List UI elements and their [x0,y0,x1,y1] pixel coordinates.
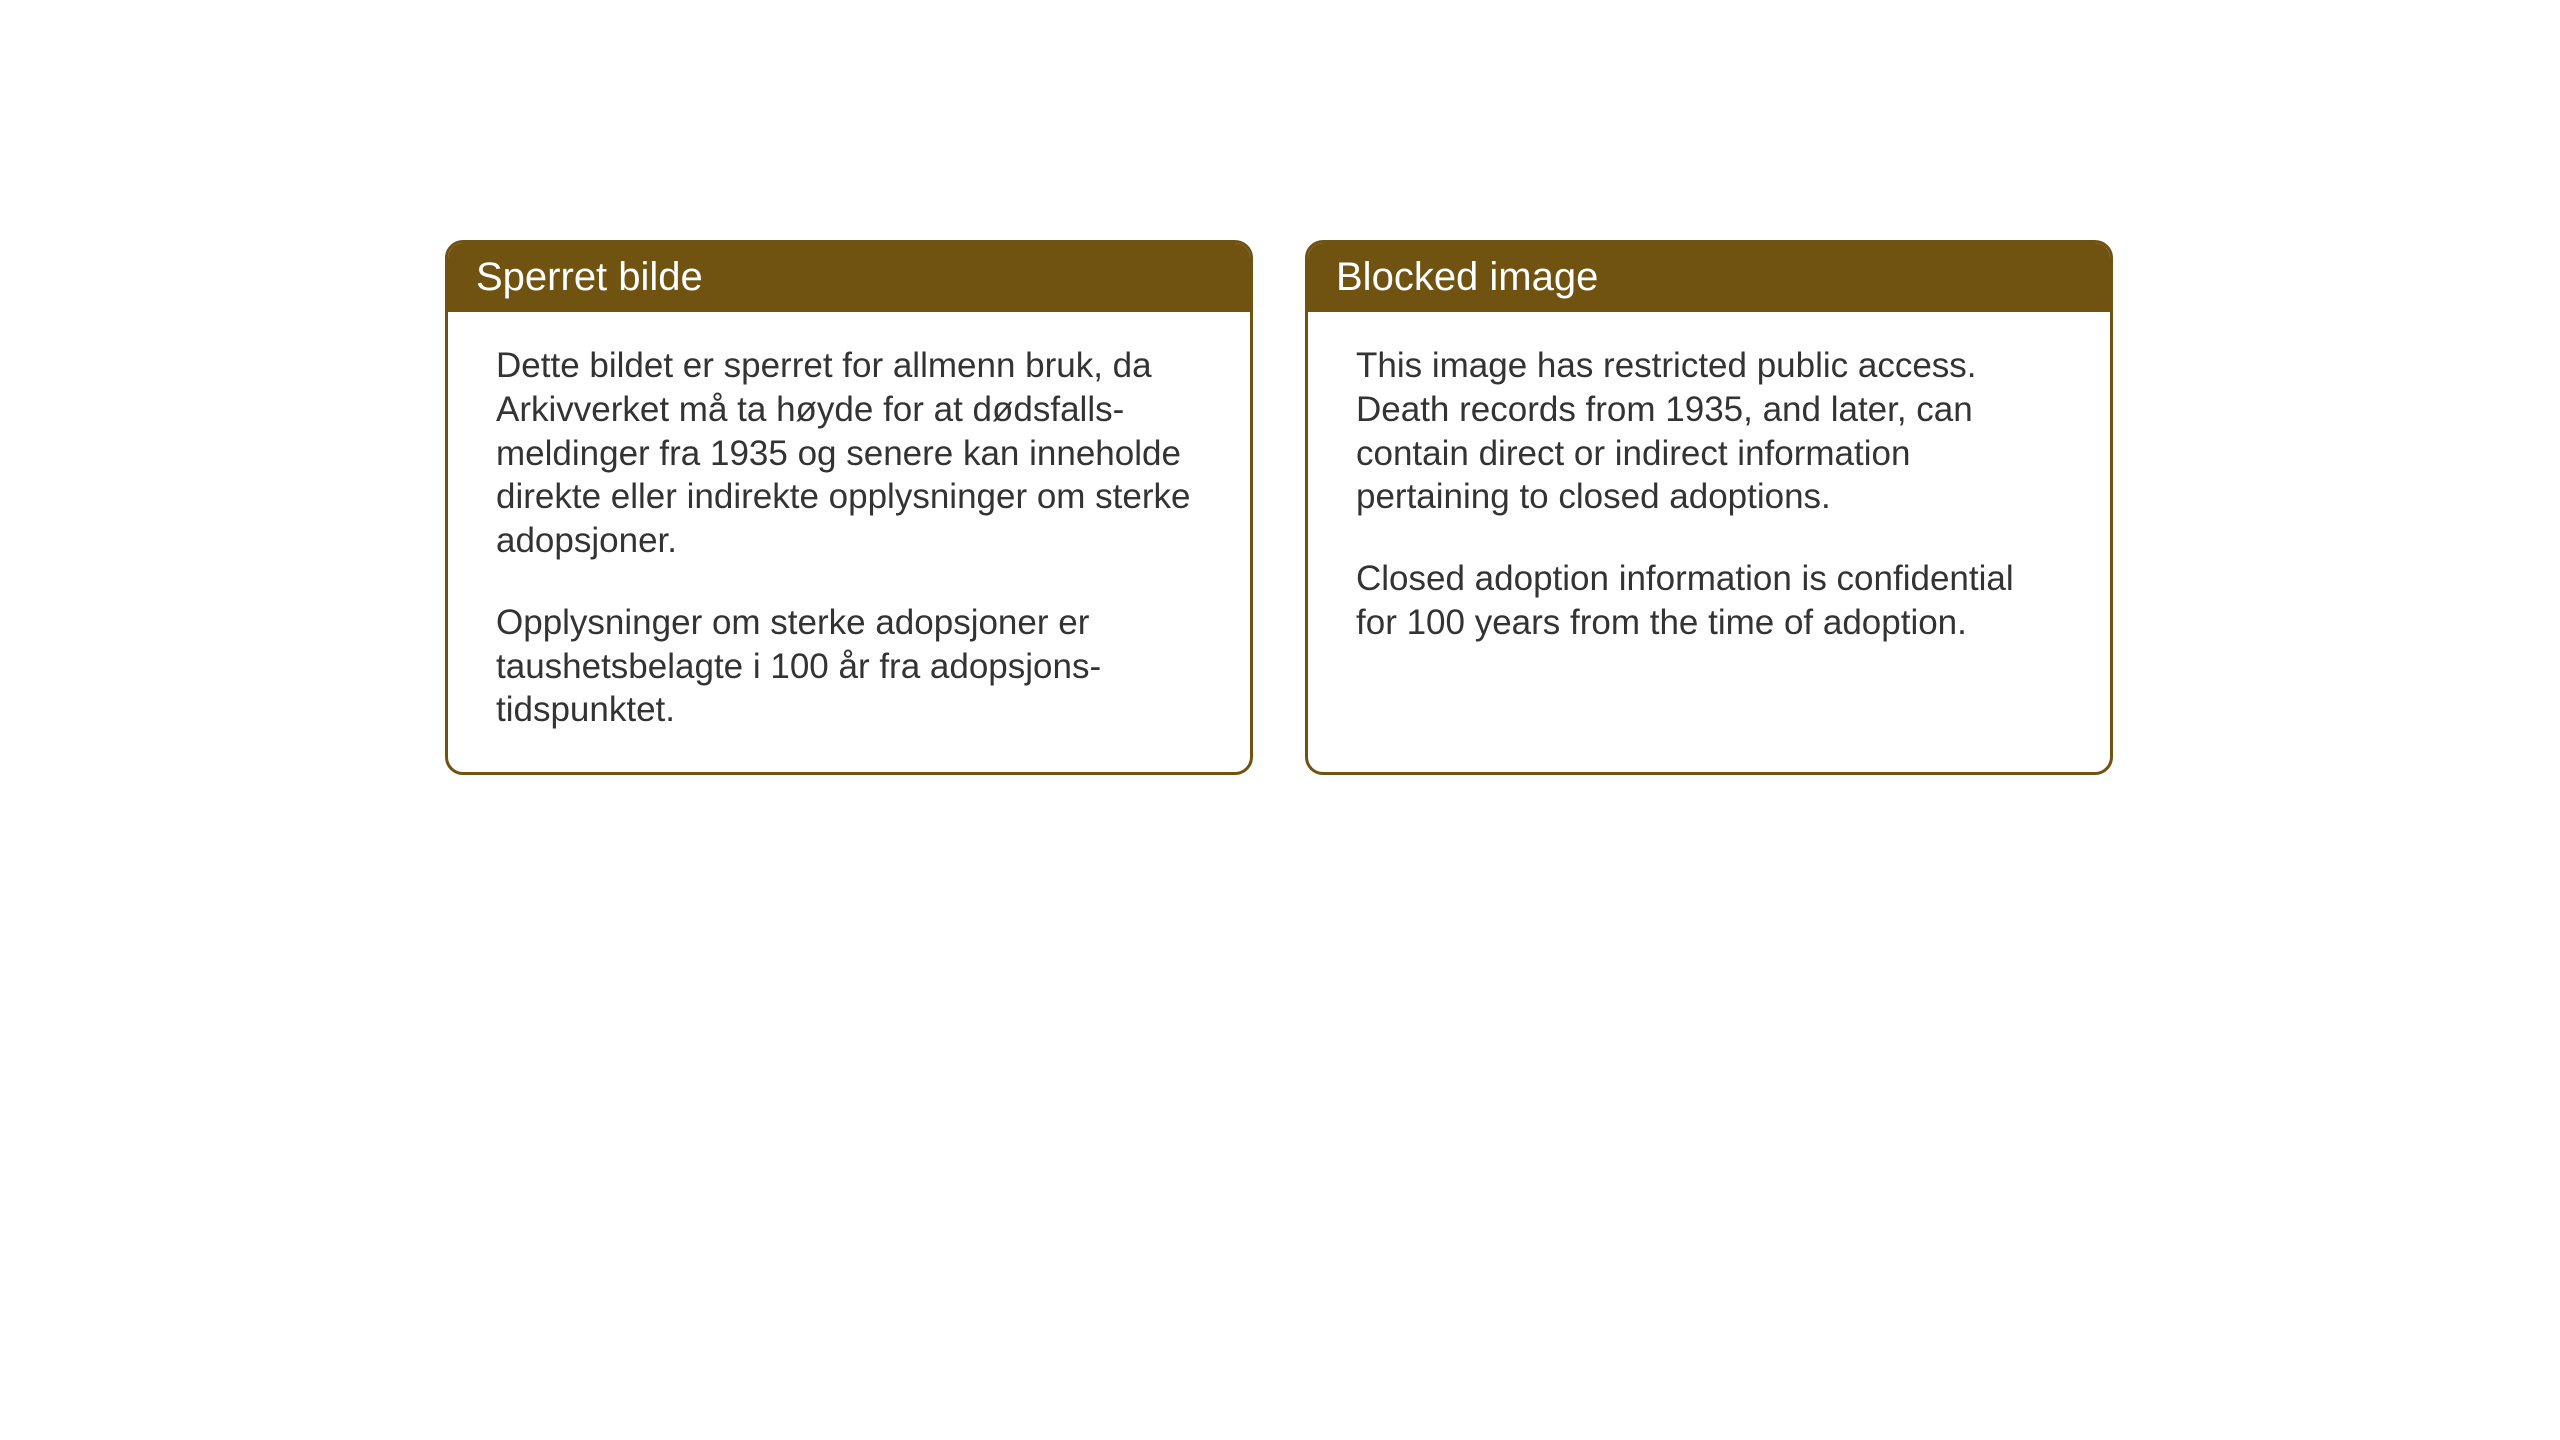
notice-paragraph-1-norwegian: Dette bildet er sperret for allmenn bruk… [496,344,1202,563]
notice-paragraph-2-english: Closed adoption information is confident… [1356,557,2062,645]
notice-body-english: This image has restricted public access.… [1308,312,2110,685]
notice-box-norwegian: Sperret bilde Dette bildet er sperret fo… [445,240,1253,775]
notice-title-english: Blocked image [1336,255,1598,299]
notice-header-english: Blocked image [1308,243,2110,312]
notice-paragraph-2-norwegian: Opplysninger om sterke adopsjoner er tau… [496,601,1202,732]
notice-header-norwegian: Sperret bilde [448,243,1250,312]
notice-title-norwegian: Sperret bilde [476,255,703,299]
notice-container: Sperret bilde Dette bildet er sperret fo… [445,240,2113,775]
notice-paragraph-1-english: This image has restricted public access.… [1356,344,2062,519]
notice-body-norwegian: Dette bildet er sperret for allmenn bruk… [448,312,1250,772]
notice-box-english: Blocked image This image has restricted … [1305,240,2113,775]
